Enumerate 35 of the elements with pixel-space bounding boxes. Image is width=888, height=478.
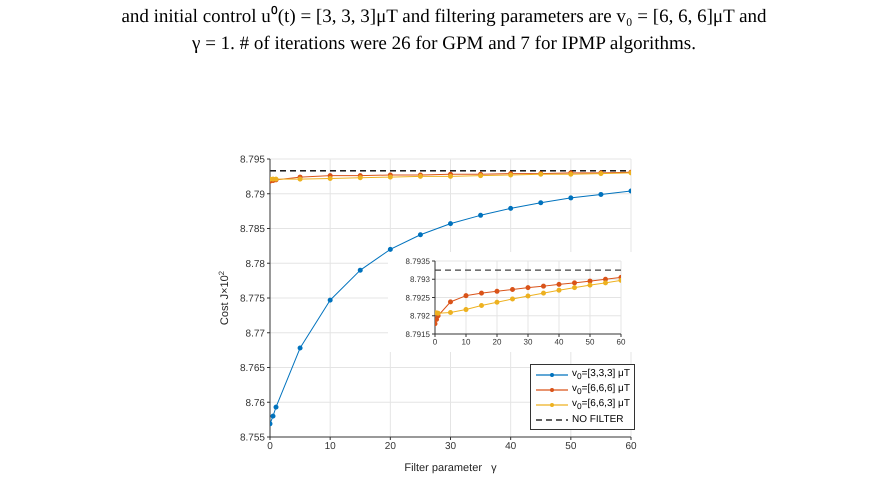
text: and initial control u⁰(t) = [3, 3, 3]μT and filtering parameters are v₀ = [6, 6, 6]μT and <box>120 4 768 28</box>
x-tick-label: 10 <box>462 338 471 347</box>
x-axis-title: Filter parameter γ <box>404 462 498 474</box>
x-tick-label: 60 <box>616 338 626 347</box>
y-tick-label: 8.79 <box>246 189 266 200</box>
x-tick-label: 50 <box>586 338 595 347</box>
y-tick-label: 8.792 <box>410 312 431 321</box>
y-tick-label: 8.755 <box>240 432 266 444</box>
legend-label: v$_{0}$=[3,3,3] μT <box>572 368 630 381</box>
text: γ = 1. # of iterations were 26 for GPM and 7 for IPMP algorithms. <box>191 33 697 55</box>
x-tick-label: 10 <box>324 441 336 452</box>
y-tick-label: 8.775 <box>240 294 266 305</box>
legend-label: v$_{0}$=[6,6,6] μT <box>572 383 630 396</box>
x-tick-label: 20 <box>384 441 396 452</box>
y-tick-label: 8.795 <box>240 154 266 166</box>
y-tick-label: 8.77 <box>246 328 266 340</box>
y-tick-label: 8.76 <box>246 398 266 409</box>
legend-label: NO FILTER <box>572 414 624 425</box>
y-tick-label: 8.785 <box>240 224 266 236</box>
x-tick-label: 60 <box>625 441 637 452</box>
x-tick-label: 50 <box>565 441 577 452</box>
y-tick-label: 8.7925 <box>406 293 431 302</box>
y-tick-label: 8.78 <box>246 258 266 270</box>
x-tick-label: 20 <box>492 338 502 347</box>
x-tick-label: 0 <box>432 338 438 347</box>
x-tick-label: 30 <box>524 338 533 347</box>
y-tick-label: 8.793 <box>410 275 431 284</box>
x-tick-label: 0 <box>267 441 274 452</box>
x-tick-label: 30 <box>444 441 456 452</box>
y-tick-label: 8.765 <box>240 363 266 374</box>
y-tick-label: 8.7935 <box>406 256 431 266</box>
x-tick-label: 40 <box>554 338 564 347</box>
legend-label: v$_{0}$=[6,6,3] μT <box>572 398 630 411</box>
x-tick-label: 40 <box>505 441 517 452</box>
y-tick-label: 8.7915 <box>406 330 431 339</box>
